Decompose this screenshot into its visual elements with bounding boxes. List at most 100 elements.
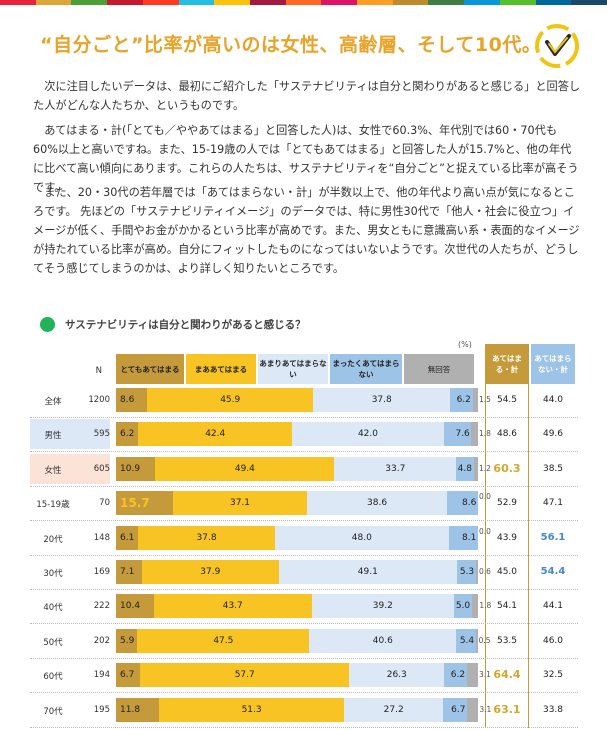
agree-total-value: 48.6 — [496, 429, 518, 440]
row-n-50代: 202 — [93, 635, 110, 646]
unit-note: (%) — [458, 340, 472, 349]
row-divider — [30, 726, 578, 728]
bar-value-label: 37.8 — [196, 532, 217, 543]
bar-segment — [344, 697, 443, 722]
row-background — [30, 453, 110, 484]
bar-segment — [138, 422, 292, 447]
bar-value-label: 0.5 — [478, 635, 491, 645]
bar-segment — [141, 560, 279, 584]
bar-segment — [172, 491, 308, 516]
bar-value-label: 51.3 — [241, 704, 262, 715]
bar-value-label: 5.9 — [120, 635, 135, 646]
bar-value-label: 6.7 — [120, 670, 135, 681]
bar-value-label: 48.0 — [351, 532, 372, 543]
chart-heading: サステナビリティは自分と関わりがあると感じる？ — [40, 317, 306, 332]
bar-segment — [137, 628, 310, 653]
disagree-total-value: 46.0 — [542, 635, 564, 646]
agree-total-value: 60.3 — [493, 461, 521, 475]
bar-value-label: 11.8 — [120, 704, 141, 715]
bar-value-label: 6.2 — [456, 395, 471, 405]
bar-value-label: 40.6 — [372, 635, 393, 646]
bar-value-label: 5.4 — [459, 635, 475, 646]
bar-value-label: 4.8 — [457, 463, 472, 474]
bar-value-label: 6.2 — [120, 429, 135, 440]
bar-value-label: 47.5 — [213, 635, 234, 646]
row-n-60代: 194 — [93, 670, 110, 681]
bar-segment — [471, 594, 479, 619]
bar-value-label: 6.1 — [120, 532, 135, 543]
bar-value-label: 1.5 — [479, 395, 491, 404]
sdg-color-strip — [0, 0, 607, 5]
row-n-男性: 595 — [93, 429, 110, 440]
bar-value-label: 0.0 — [479, 526, 491, 536]
bar-value-label: 33.7 — [385, 463, 406, 474]
bar-value-label: 43.7 — [222, 601, 243, 612]
youth-paragraph: また、20・30代の若年層では「あてはまらない・計」が半数以上で、他の年代より高… — [33, 186, 580, 275]
row-n-40代: 222 — [93, 601, 110, 612]
intro-paragraph: 次に注目したいデータは、最初にご紹介した「サステナビリティは自分と関わりがあると… — [33, 80, 581, 112]
row-n-20代: 148 — [93, 532, 110, 543]
n-header: N — [95, 366, 102, 376]
legend-4: まったくあてはまらない — [330, 354, 402, 384]
row-divider — [30, 520, 578, 522]
row-label-50代: 50代 — [43, 637, 63, 648]
bar-value-label: 0.6 — [479, 567, 491, 576]
strip-segment — [571, 0, 607, 5]
bar-value-label: 26.3 — [386, 670, 407, 681]
strip-segment — [107, 0, 143, 5]
row-divider — [30, 623, 578, 625]
row-divider — [30, 692, 578, 694]
row-label-男性: 男性 — [44, 431, 62, 442]
bar-segment — [471, 422, 478, 447]
agree-column-border — [485, 384, 529, 728]
bar-value-label: 42.4 — [205, 429, 226, 440]
bar-value-label: 1.8 — [479, 429, 491, 439]
bar-value-label: 37.9 — [200, 567, 221, 577]
bar-segment — [446, 491, 478, 516]
bar-segment — [466, 663, 478, 688]
bar-segment — [311, 594, 454, 619]
bar-value-label: 8.1 — [462, 532, 477, 543]
row-divider — [30, 657, 578, 659]
legend-5: 無回答 — [404, 354, 474, 384]
bar-value-label: 42.0 — [357, 429, 378, 440]
bar-segment — [138, 525, 275, 550]
bar-value-label: 6.7 — [451, 704, 466, 715]
bar-segment — [475, 560, 478, 584]
bar-segment — [473, 456, 478, 481]
bar-segment — [475, 628, 478, 653]
bar-value-label: 8.6 — [462, 498, 477, 509]
bar-value-label: 7.6 — [455, 429, 470, 440]
bar-segment — [291, 422, 444, 447]
disagree-total-header: あてはまらない・計 — [531, 344, 575, 384]
bar-segment — [278, 560, 457, 584]
bar-segment — [307, 491, 447, 516]
bar-value-label: 49.4 — [234, 463, 255, 474]
bar-value-label: 1.2 — [479, 463, 491, 473]
row-label-60代: 60代 — [43, 672, 63, 683]
row-divider — [30, 589, 578, 590]
strip-segment — [71, 0, 108, 5]
row-n-30代: 169 — [93, 567, 110, 577]
page-title: “自分ごと”比率が高いのは女性、高齢層、そして10代。 — [40, 34, 542, 56]
bar-segment — [456, 628, 476, 653]
strip-segment — [249, 0, 286, 5]
strip-segment — [392, 0, 429, 5]
row-label-全体: 全体 — [44, 397, 62, 407]
bar-value-label: 27.2 — [383, 704, 404, 715]
legend-2: まああてはまる — [186, 354, 256, 384]
bar-segment — [116, 456, 156, 481]
strip-segment — [535, 0, 572, 5]
bar-value-label: 0.0 — [479, 492, 491, 502]
bar-segment — [442, 697, 468, 722]
bar-segment — [349, 663, 445, 688]
bar-segment — [456, 456, 474, 481]
bar-segment — [313, 388, 451, 412]
legend-3: あまりあてはまらない — [258, 354, 328, 384]
row-divider — [30, 554, 578, 556]
bar-segment — [116, 594, 154, 619]
chart-title: サステナビリティは自分と関わりがあると感じる？ — [65, 319, 306, 331]
row-label-女性: 女性 — [44, 465, 62, 476]
bar-value-label: 37.1 — [229, 498, 251, 509]
agree-total-value: 45.0 — [496, 567, 518, 577]
